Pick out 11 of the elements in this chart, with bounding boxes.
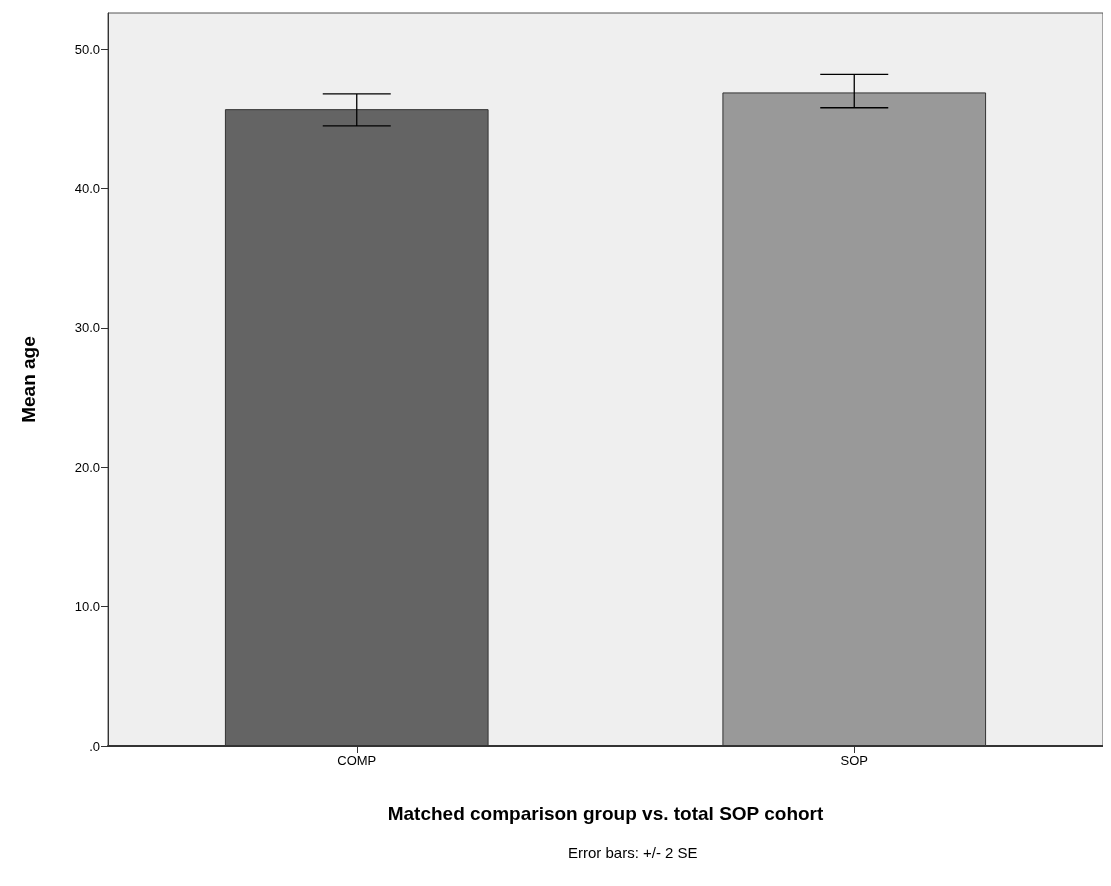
y-axis-title: Mean age [18, 336, 39, 423]
y-tick-label: 20.0 [74, 459, 100, 475]
x-axis-title: Matched comparison group vs. total SOP cohort [387, 803, 824, 824]
y-tick-label: 40.0 [74, 181, 100, 197]
x-tick-label: SOP [840, 753, 868, 768]
y-tick-label: .0 [89, 738, 100, 754]
y-tick-label: 30.0 [74, 320, 100, 336]
y-tick-label: 50.0 [74, 41, 100, 57]
y-tick-label: 10.0 [74, 599, 100, 615]
x-tick-label: COMP [337, 753, 377, 768]
text: Error bars: +/- 2 SE [568, 844, 698, 861]
